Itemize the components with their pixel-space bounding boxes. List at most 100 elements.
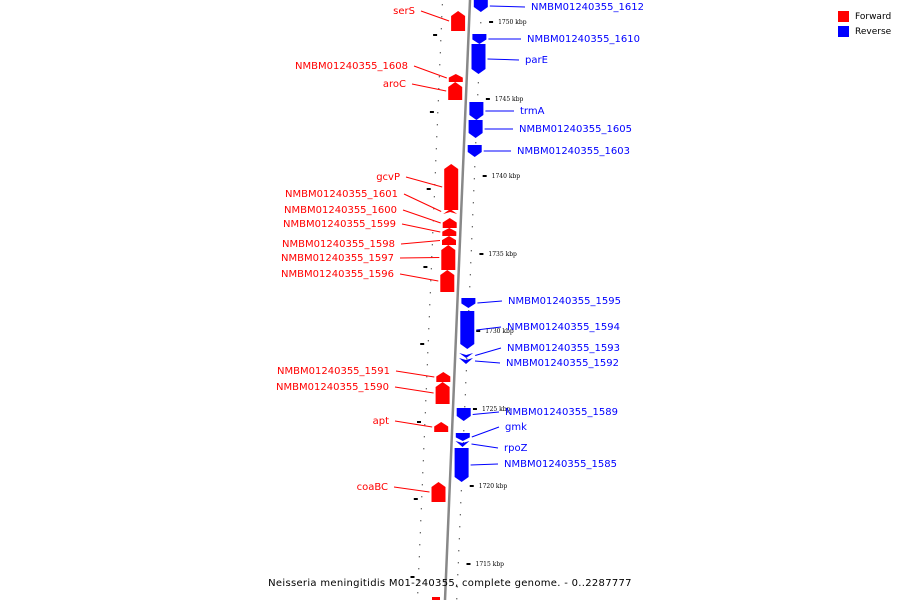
track-tick-mark — [423, 266, 428, 268]
forward-gene-leader — [394, 420, 433, 428]
forward-gene-label[interactable]: NMBM01240355_1600 — [284, 205, 397, 216]
forward-gene-arrow[interactable] — [442, 218, 457, 228]
reverse-gene-leader — [472, 411, 500, 415]
reverse-gene-label[interactable]: parE — [525, 55, 548, 66]
reverse-gene-leader — [489, 5, 526, 8]
forward-gene-arrow[interactable] — [435, 382, 450, 404]
reverse-gene-label[interactable]: NMBM01240355_1589 — [505, 407, 618, 418]
forward-gene-arrow[interactable] — [448, 82, 463, 100]
scale-tick-label: 1750 kbp — [498, 19, 527, 26]
forward-gene-label[interactable]: NMBM01240355_1601 — [285, 189, 398, 200]
reverse-gene-arrow[interactable] — [456, 408, 471, 421]
forward-gene-label[interactable]: gcvP — [376, 172, 400, 183]
reverse-gene-arrow[interactable] — [459, 358, 473, 364]
track-tick-mark — [410, 576, 415, 578]
reverse-gene-arrow[interactable] — [460, 311, 475, 349]
forward-gene-arrow[interactable] — [448, 74, 463, 82]
forward-gene-label[interactable]: NMBM01240355_1591 — [277, 366, 390, 377]
track-tick-mark — [433, 34, 438, 36]
scale-tick-label: 1730 kbp — [485, 328, 514, 335]
forward-gene-fragment — [432, 597, 440, 600]
reverse-gene-label[interactable]: NMBM01240355_1603 — [517, 146, 630, 157]
reverse-gene-arrow[interactable] — [454, 448, 469, 482]
reverse-gene-label[interactable]: rpoZ — [504, 443, 528, 454]
reverse-gene-arrow[interactable] — [469, 102, 484, 120]
forward-gene-leader — [413, 65, 447, 79]
reverse-gene-arrow[interactable] — [468, 120, 483, 138]
reverse-gene-arrow[interactable] — [459, 353, 474, 358]
reverse-gene-arrow[interactable] — [455, 441, 470, 447]
forward-gene-label[interactable]: apt — [373, 416, 389, 427]
reverse-gene-label[interactable]: NMBM01240355_1595 — [508, 296, 621, 307]
reverse-gene-label[interactable]: NMBM01240355_1585 — [504, 459, 617, 470]
scale-tick-mark — [466, 563, 471, 565]
forward-gene-label[interactable]: NMBM01240355_1599 — [283, 219, 396, 230]
reverse-gene-label[interactable]: NMBM01240355_1605 — [519, 124, 632, 135]
reverse-gene-leader — [475, 347, 502, 356]
reverse-gene-arrow[interactable] — [471, 44, 486, 74]
track-tick-mark — [429, 111, 434, 113]
reverse-gene-label[interactable]: trmA — [520, 106, 545, 117]
forward-gene-label[interactable]: NMBM01240355_1598 — [282, 239, 395, 250]
forward-gene-arrow[interactable] — [444, 164, 459, 210]
forward-gene-label[interactable]: aroC — [383, 79, 406, 90]
scale-tick-mark — [472, 408, 477, 410]
forward-gene-leader — [401, 223, 441, 233]
label-leaders — [393, 5, 526, 493]
forward-gene-label[interactable]: coaBC — [357, 482, 388, 493]
forward-gene-arrow[interactable] — [440, 270, 455, 292]
gene-features — [431, 0, 488, 600]
reverse-gene-arrow[interactable] — [473, 0, 488, 12]
reverse-gene-label[interactable]: NMBM01240355_1592 — [506, 358, 619, 369]
forward-gene-label[interactable]: NMBM01240355_1608 — [295, 61, 408, 72]
scale-tick-label: 1740 kbp — [492, 173, 521, 180]
scale-tick-mark — [469, 485, 474, 487]
reverse-gene-label[interactable]: NMBM01240355_1612 — [531, 2, 644, 13]
forward-gene-leader — [394, 386, 434, 394]
forward-gene-label[interactable]: serS — [393, 6, 415, 17]
scale-tick-label: 1715 kbp — [476, 561, 505, 568]
scale-tick-mark — [489, 21, 494, 23]
forward-gene-leader — [411, 83, 447, 92]
forward-gene-arrow[interactable] — [443, 209, 458, 214]
reverse-gene-arrow[interactable] — [455, 433, 470, 441]
reverse-gene-arrow[interactable] — [467, 145, 482, 157]
forward-gene-arrow[interactable] — [442, 228, 457, 236]
forward-gene-arrow[interactable] — [436, 372, 451, 382]
forward-gene-leader — [393, 486, 430, 493]
reverse-gene-arrow[interactable] — [461, 298, 476, 308]
forward-swatch — [838, 11, 849, 22]
reverse-gene-arrow[interactable] — [472, 34, 487, 44]
reverse-gene-label[interactable]: NMBM01240355_1593 — [507, 343, 620, 354]
forward-gene-leader — [403, 193, 442, 212]
forward-gene-arrow[interactable] — [442, 236, 456, 245]
reverse-gene-leader — [471, 426, 500, 438]
scale-ticks: 1750 kbp 1745 kbp 1740 kbp 1735 kbp 1730 kbp… — [410, 19, 527, 578]
forward-gene-leader — [402, 209, 441, 224]
genome-backbone — [443, 0, 472, 600]
forward-gene-leader — [420, 10, 450, 22]
reverse-gene-leader — [476, 326, 502, 331]
forward-gene-label[interactable]: NMBM01240355_1590 — [276, 382, 389, 393]
legend-item-reverse: Reverse — [838, 24, 891, 39]
legend: Forward Reverse — [838, 9, 891, 39]
reverse-gene-leader — [477, 300, 503, 304]
track-tick-mark — [417, 421, 421, 423]
forward-gene-label[interactable]: NMBM01240355_1597 — [281, 253, 394, 264]
reverse-gene-label[interactable]: NMBM01240355_1610 — [527, 34, 640, 45]
reverse-gene-label[interactable]: NMBM01240355_1594 — [507, 322, 620, 333]
forward-gene-arrow[interactable] — [441, 245, 456, 270]
reverse-gene-leader — [471, 443, 499, 449]
genome-caption: Neisseria meningitidis M01-240355, compl… — [268, 578, 632, 589]
reverse-gene-label[interactable]: gmk — [505, 422, 527, 433]
track-tick-mark — [413, 498, 418, 500]
scale-tick-mark — [482, 175, 487, 177]
forward-gene-arrow[interactable] — [434, 422, 449, 432]
forward-gene-arrow[interactable] — [431, 482, 446, 502]
forward-gene-label[interactable]: NMBM01240355_1596 — [281, 269, 394, 280]
forward-gene-leader — [395, 370, 435, 378]
scale-tick-mark — [479, 253, 484, 255]
forward-gene-leader — [399, 257, 440, 259]
forward-gene-arrow[interactable] — [451, 11, 466, 31]
